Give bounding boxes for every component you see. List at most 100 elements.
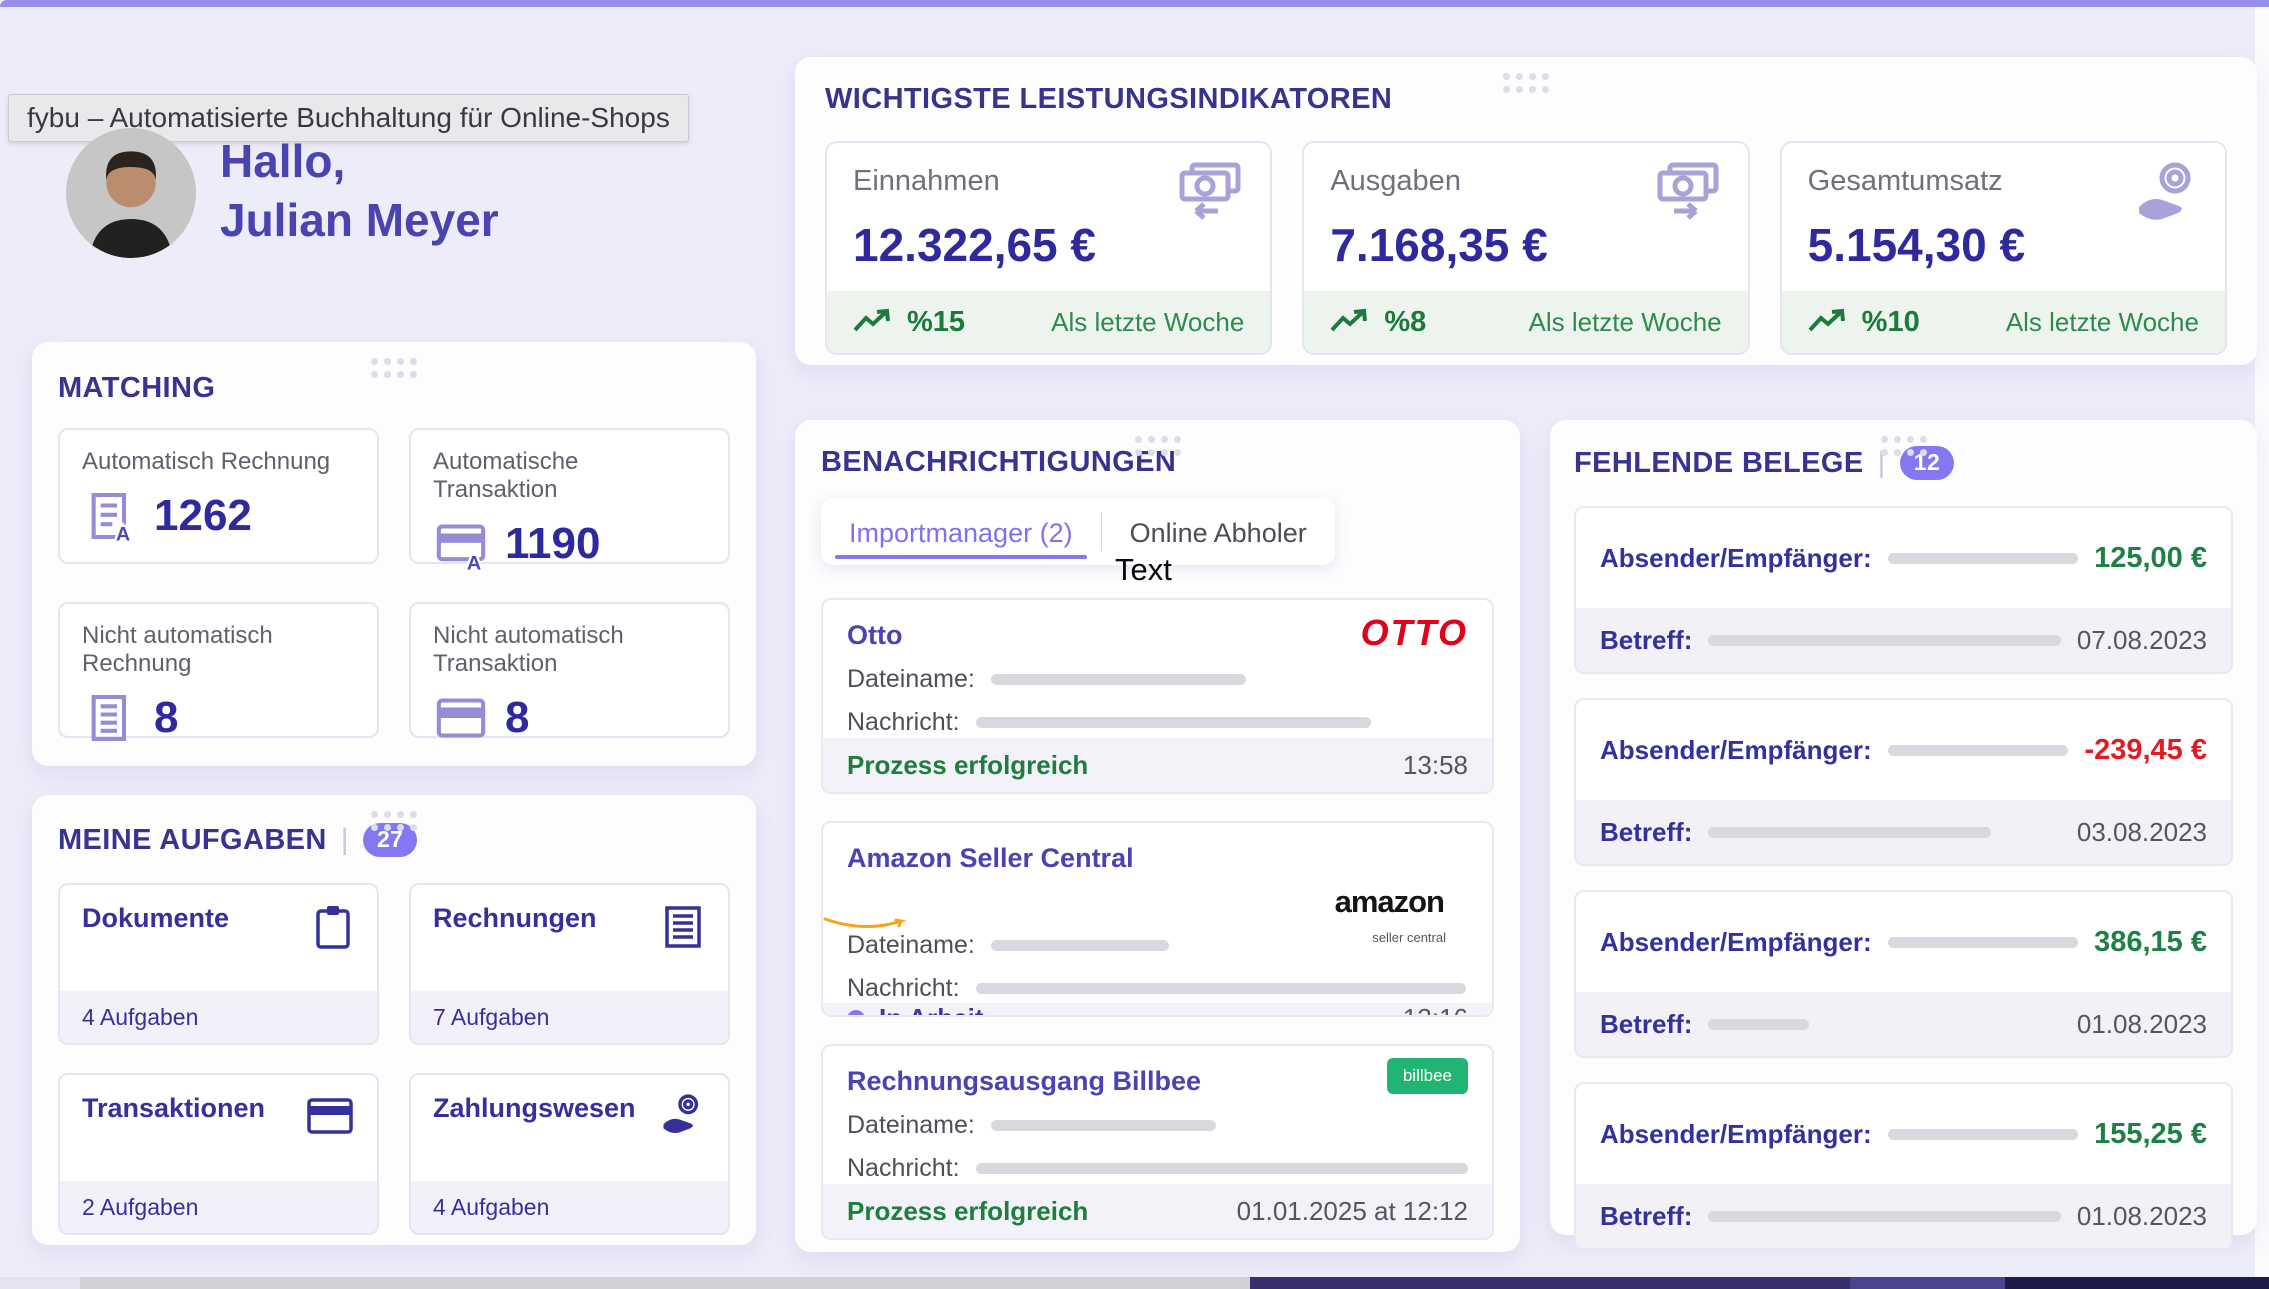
kpi-trend-note: Als letzte Woche: [2005, 306, 2199, 337]
task-card-dokumente[interactable]: Dokumente 4 Aufgaben: [58, 883, 379, 1045]
receipt-icon: [82, 690, 138, 746]
otto-logo: OTTO: [1360, 612, 1468, 653]
window-top-border: [0, 0, 2269, 7]
missing-title-text: FEHLENDE BELEGE: [1574, 446, 1864, 479]
amazon-logo: amazon seller central: [823, 886, 1446, 945]
taskbar-segment: [1250, 1277, 1850, 1289]
sender-label: Absender/Empfänger:: [1600, 734, 1872, 765]
task-count: 7 Aufgaben: [411, 991, 728, 1043]
stat-value: 8: [154, 693, 179, 742]
amazon-logo-subtext: seller central: [1372, 930, 1446, 945]
coin-hand-icon: [2131, 161, 2201, 225]
stat-label: Nicht automatisch Rechnung: [82, 622, 273, 677]
kpi-trend: %15: [907, 305, 966, 338]
stat-card-auto-transaktion[interactable]: Automatische Transaktion A 1190: [409, 428, 730, 572]
floating-text-label: Text: [1115, 552, 1172, 587]
task-card-rechnungen[interactable]: Rechnungen 7 Aufgaben: [409, 883, 730, 1045]
notification-source: Otto: [847, 620, 903, 650]
banknote-in-icon: [1174, 161, 1246, 223]
sender-label: Absender/Empfänger:: [1600, 1118, 1872, 1149]
matching-panel: MATCHING Automatisch Rechnung A 1262 Aut…: [32, 342, 756, 766]
avatar: [66, 128, 196, 258]
file-label: Dateiname:: [847, 665, 975, 693]
missing-document-item[interactable]: Absender/Empfänger: 386,15 € Betreff: 01…: [1574, 890, 2233, 1058]
drag-handle-icon[interactable]: [1880, 436, 1927, 456]
drag-handle-icon[interactable]: [1134, 436, 1181, 456]
kpi-panel: WICHTIGSTE LEISTUNGSINDIKATOREN Einnahme…: [795, 57, 2257, 365]
missing-document-item[interactable]: Absender/Empfänger: -239,45 € Betreff: 0…: [1574, 698, 2233, 866]
date: 01.08.2023: [2076, 1200, 2207, 1231]
svg-text:A: A: [116, 524, 130, 545]
stat-card-auto-rechnung[interactable]: Automatisch Rechnung A 1262: [58, 428, 379, 564]
tab-importmanager[interactable]: Importmanager (2): [821, 498, 1101, 565]
amount: 155,25 €: [2094, 1117, 2207, 1150]
kpi-label: Einnahmen: [853, 165, 1000, 197]
kpi-trend: %8: [1384, 305, 1427, 338]
tasks-panel: MEINE AUFGABEN | 27 Dokumente 4 Aufgaben…: [32, 795, 756, 1245]
tasks-panel-title: MEINE AUFGABEN | 27: [58, 823, 730, 857]
task-card-zahlungswesen[interactable]: Zahlungswesen 4 Aufgaben: [409, 1073, 730, 1235]
trend-up-icon: [853, 308, 890, 332]
clipboard-icon: [311, 903, 355, 951]
placeholder-bar: [1887, 552, 2079, 564]
task-title: Dokumente: [82, 903, 230, 933]
missing-document-item[interactable]: Absender/Empfänger: 155,25 € Betreff: 01…: [1574, 1082, 2233, 1250]
taskbar-segment: [80, 1277, 1250, 1289]
tab-online-abholer[interactable]: Online Abholer: [1129, 518, 1307, 548]
notification-time: 01.01.2025 at 12:12: [1236, 1195, 1468, 1226]
missing-document-item[interactable]: Absender/Empfänger: 125,00 € Betreff: 07…: [1574, 506, 2233, 674]
task-count: 2 Aufgaben: [60, 1181, 377, 1233]
missing-documents-title: FEHLENDE BELEGE | 12: [1574, 446, 2233, 480]
notification-source: Rechnungsausgang Billbee: [847, 1066, 1202, 1096]
task-card-transaktionen[interactable]: Transaktionen 2 Aufgaben: [58, 1073, 379, 1235]
kpi-card-ausgaben[interactable]: Ausgaben 7.168,35 € %8 Als letzte Woche: [1302, 141, 1750, 355]
in-progress-dot-icon: [847, 1009, 865, 1015]
svg-text:A: A: [467, 553, 481, 572]
drag-handle-icon[interactable]: [371, 811, 417, 831]
window-right-edge: [2255, 7, 2269, 1277]
tasks-title-text: MEINE AUFGABEN: [58, 823, 327, 856]
date: 03.08.2023: [2076, 816, 2207, 847]
kpi-value: 5.154,30 €: [1807, 219, 2026, 271]
task-title: Transaktionen: [82, 1093, 266, 1123]
credit-card-icon: [305, 1093, 355, 1137]
drag-handle-icon[interactable]: [1503, 73, 1549, 93]
amount: 125,00 €: [2094, 541, 2207, 574]
task-count: 4 Aufgaben: [60, 991, 377, 1043]
status-label: In Arbeit: [879, 1003, 983, 1015]
stat-card-nicht-auto-transaktion[interactable]: Nicht automatisch Transaktion 8: [409, 602, 730, 742]
notification-item-amazon[interactable]: Amazon Seller Central amazon seller cent…: [821, 821, 1494, 1017]
placeholder-bar: [975, 717, 1371, 728]
kpi-panel-title: WICHTIGSTE LEISTUNGSINDIKATOREN: [825, 83, 1393, 115]
sender-label: Absender/Empfänger:: [1600, 926, 1872, 957]
trend-up-icon: [1330, 308, 1368, 332]
placeholder-bar: [1887, 1128, 2079, 1140]
task-title: Rechnungen: [433, 903, 597, 933]
greeting-line1: Hallo,: [220, 135, 346, 187]
placeholder-bar: [1887, 744, 2069, 756]
avatar-photo-placeholder: [66, 128, 196, 258]
title-badge-divider: |: [1877, 446, 1886, 479]
placeholder-bar: [975, 983, 1466, 994]
kpi-card-einnahmen[interactable]: Einnahmen 12.322,65 € %15 Als letzte Woc…: [825, 141, 1273, 355]
greeting: Hallo, Julian Meyer: [220, 132, 499, 250]
stat-card-nicht-auto-rechnung[interactable]: Nicht automatisch Rechnung 8: [58, 602, 379, 742]
kpi-value: 12.322,65 €: [853, 219, 1097, 271]
amazon-smile-icon: [823, 917, 907, 929]
notification-item-otto[interactable]: Otto OTTO Dateiname: Nachricht: Prozess …: [821, 598, 1494, 794]
placeholder-bar: [990, 1120, 1216, 1131]
card-icon: [433, 690, 489, 746]
billbee-logo: billbee: [1386, 1058, 1468, 1094]
title-badge-divider: |: [340, 823, 349, 856]
kpi-label: Gesamtumsatz: [1807, 165, 2003, 197]
notification-item-billbee[interactable]: Rechnungsausgang Billbee billbee Dateina…: [821, 1044, 1494, 1240]
coin-hand-icon: [658, 1093, 706, 1139]
kpi-card-gesamtumsatz[interactable]: Gesamtumsatz 5.154,30 € %10 Als letzte W…: [1779, 141, 2227, 355]
placeholder-bar: [1708, 1018, 1810, 1030]
bottom-taskbar-strip: [0, 1277, 2269, 1289]
drag-handle-icon[interactable]: [371, 358, 417, 378]
placeholder-bar: [990, 940, 1169, 951]
kpi-value: 7.168,35 €: [1330, 219, 1548, 271]
amount: -239,45 €: [2084, 733, 2207, 766]
notifications-panel-title: BENACHRICHTIGUNGEN: [821, 446, 1177, 478]
